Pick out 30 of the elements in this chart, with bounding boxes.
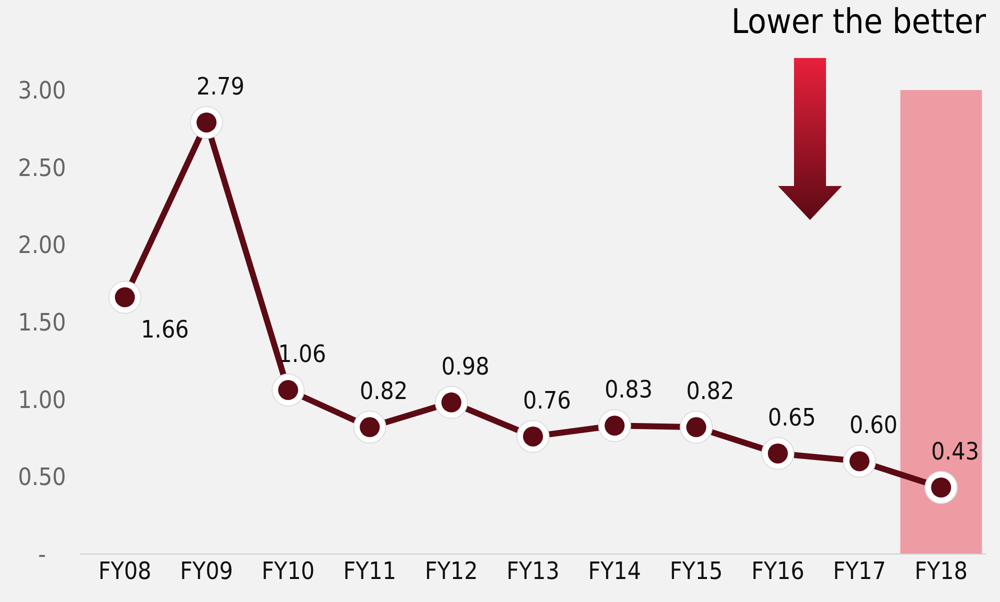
y-tick-label: - bbox=[38, 540, 46, 569]
data-label: 0.82 bbox=[360, 377, 408, 406]
x-tick-label: FY12 bbox=[424, 557, 478, 586]
x-tick-label: FY09 bbox=[180, 557, 234, 586]
x-tick-label: FY16 bbox=[751, 557, 804, 586]
y-tick-label: 2.50 bbox=[18, 154, 66, 182]
x-tick-label: FY10 bbox=[262, 557, 315, 586]
y-tick-label: 1.00 bbox=[18, 386, 66, 414]
data-label: 2.79 bbox=[196, 72, 245, 100]
data-label: 0.76 bbox=[522, 386, 572, 414]
y-tick-label: 3.00 bbox=[18, 76, 66, 105]
data-label: 0.83 bbox=[604, 376, 653, 404]
text: Lower the better bbox=[731, 2, 986, 42]
x-tick-label: FY18 bbox=[914, 557, 968, 586]
data-label: 0.43 bbox=[931, 437, 980, 466]
data-label: 0.98 bbox=[441, 352, 490, 380]
data-label: 0.65 bbox=[768, 403, 816, 432]
x-tick-label: FY08 bbox=[98, 557, 152, 586]
x-tick-label: FY17 bbox=[832, 557, 886, 586]
data-label: 0.82 bbox=[686, 377, 734, 406]
y-tick-label: 2.00 bbox=[18, 231, 66, 260]
data-label: 1.06 bbox=[278, 340, 326, 368]
y-tick-label: 1.50 bbox=[18, 308, 66, 337]
y-tick-label: 0.50 bbox=[18, 463, 66, 492]
data-label: 1.66 bbox=[140, 315, 189, 344]
x-tick-label: FY14 bbox=[588, 557, 642, 586]
x-tick-label: FY11 bbox=[343, 557, 396, 586]
x-tick-label: FY15 bbox=[670, 557, 723, 586]
data-label: 0.60 bbox=[849, 411, 898, 440]
x-tick-label: FY13 bbox=[506, 557, 560, 586]
